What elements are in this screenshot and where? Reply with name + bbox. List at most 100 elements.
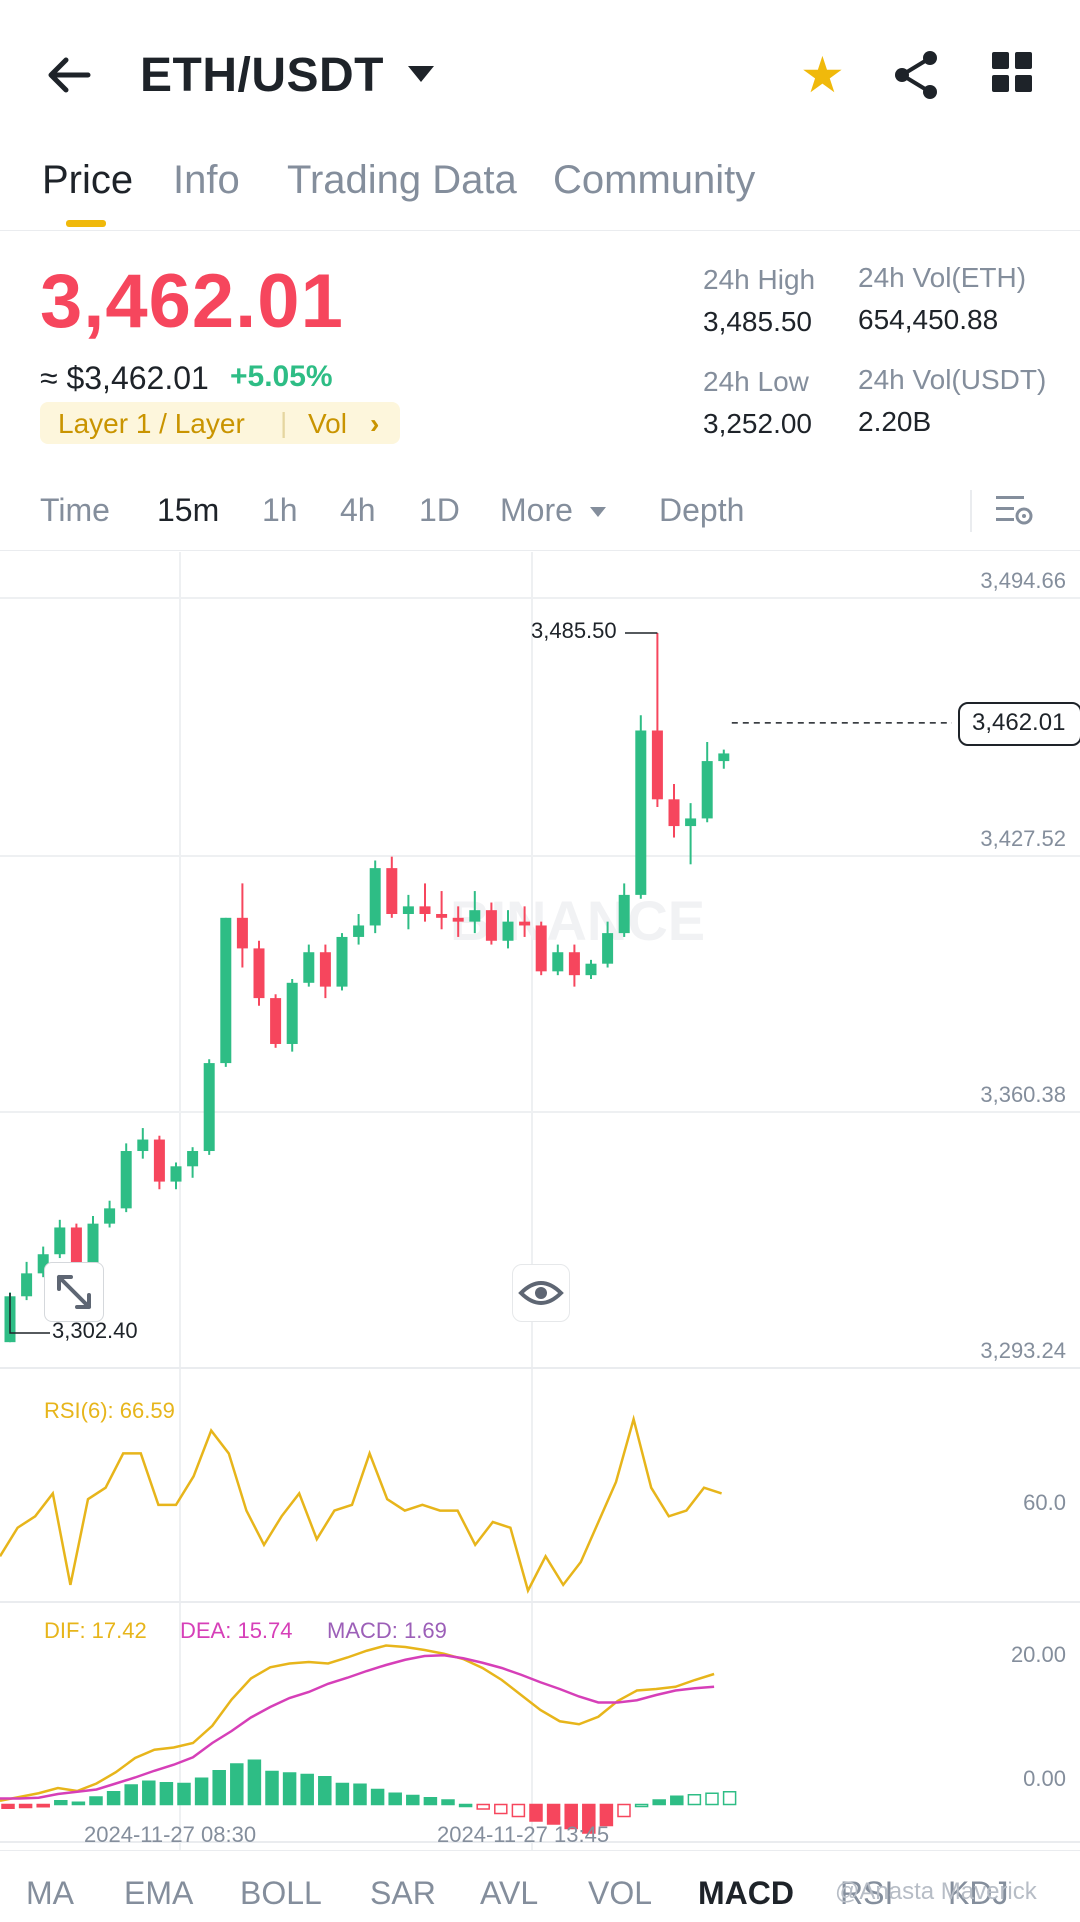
macd-histogram-bar [1,1803,15,1809]
macd-histogram-bar [722,1791,737,1806]
candle-body [602,933,614,964]
rsi-y-tick: 60.0 [1023,1490,1066,1515]
high-label: 24h High [703,264,816,295]
macd-histogram-bar [564,1803,578,1830]
divider [970,490,972,532]
indicator-kdj[interactable]: KDJ [948,1875,1009,1911]
low-marker-line [9,1292,50,1334]
indicator-rsi[interactable]: RSI [840,1875,894,1911]
indicator-ema[interactable]: EMA [124,1875,194,1911]
macd-histogram-bar [406,1794,420,1806]
macd-histogram-bar [511,1803,526,1818]
interval-15m[interactable]: 15m [157,492,220,528]
candle-body [236,917,248,949]
macd-histogram-bar [159,1782,174,1806]
macd-histogram-bar [458,1803,473,1808]
macd-histogram-bar [370,1788,385,1806]
candle-body [519,921,531,926]
macd-histogram-bar [124,1784,138,1806]
candle-body [170,1166,182,1182]
macd-histogram-bar [177,1782,191,1806]
candle-body [303,952,315,983]
tab-community[interactable]: Community [553,158,756,202]
depth-tab[interactable]: Depth [659,492,745,528]
macd-histogram-bar [247,1759,262,1806]
vol-eth-label: 24h Vol(ETH) [858,262,1027,293]
last-price: 3,462.01 [40,259,344,344]
macd-histogram-bar [54,1800,68,1806]
macd-histogram-bar [89,1796,103,1806]
eye-icon [518,1281,564,1305]
interval-4h[interactable]: 4h [340,492,376,528]
indicator-vol[interactable]: VOL [588,1875,653,1911]
share-icon[interactable] [890,48,944,102]
macd-histogram-bar [388,1792,402,1806]
low-value: 3,252.00 [703,408,812,439]
caret-down-icon[interactable] [408,66,434,82]
candle-body [568,952,580,976]
macd-histogram-bar [529,1803,543,1822]
indicator-sar[interactable]: SAR [370,1875,436,1911]
price-chart[interactable]: BINANCE [0,552,1080,1850]
candle-body [153,1139,165,1182]
indicator-ma[interactable]: MA [26,1875,74,1911]
pair-selector[interactable]: ETH/USDT [140,49,384,102]
vol-usdt-label: 24h Vol(USDT) [858,364,1047,395]
grid-icon[interactable] [990,50,1034,94]
macd-histogram-bar [335,1782,350,1806]
macd-histogram-bar [546,1803,561,1825]
indicator-macd[interactable]: MACD [698,1875,794,1911]
low-marker-label: 3,302.40 [52,1318,138,1343]
candle-body [120,1151,132,1209]
interval-more[interactable]: More [500,492,573,528]
candle-body [635,730,647,895]
candle-body [585,963,597,976]
tab-info[interactable]: Info [173,158,240,202]
interval-1h[interactable]: 1h [262,492,298,528]
macd-histogram-bar [71,1801,86,1806]
tab-price[interactable]: Price [42,158,134,202]
macd-histogram-bar [318,1776,332,1806]
interval-time[interactable]: Time [40,492,110,528]
active-tab-indicator [66,220,106,227]
category-tag-label: Layer 1 / Layer [58,408,245,439]
rsi-label: RSI(6): 66.59 [44,1398,175,1423]
candle-body [203,1063,215,1152]
tab-trading-data[interactable]: Trading Data [287,158,517,202]
macd-histogram-bar [142,1780,156,1806]
candle-body [319,952,331,987]
macd-histogram-bar [18,1803,33,1809]
candle-body [286,982,298,1044]
indicator-boll[interactable]: BOLL [240,1875,322,1911]
candle-body [402,906,414,914]
tag-separator: | [280,407,288,438]
macd-histogram-bar [423,1797,438,1806]
candle-body [386,868,398,914]
caret-down-icon[interactable] [590,507,606,517]
price-change-percent: +5.05% [230,360,333,393]
candle-body [54,1227,66,1255]
chart-settings-icon[interactable] [994,490,1034,532]
macd-histogram-bar [265,1770,279,1806]
toggle-indicators-button[interactable] [512,1264,570,1322]
candle-body [452,917,464,922]
category-tag[interactable]: Layer 1 / Layer | Vol › [40,402,400,444]
macd-histogram-bar [476,1803,490,1810]
expand-icon [57,1275,91,1309]
indicator-bar: MA EMA BOLL SAR AVL VOL MACD RSI KDJ [0,1850,1080,1922]
candle-body [220,917,232,1064]
macd-histogram-bar [441,1799,455,1806]
macd-histogram-bar [599,1803,614,1827]
macd-histogram-bar [194,1777,209,1806]
candle-body [37,1254,49,1274]
chevron-right-icon: › [370,408,380,439]
star-icon[interactable]: ★ [800,47,845,103]
expand-chart-button[interactable] [44,1262,104,1322]
indicator-avl[interactable]: AVL [480,1875,539,1911]
x-tick-label: 2024-11-27 13:45 [437,1822,610,1847]
candle-body [336,936,348,987]
interval-1d[interactable]: 1D [419,492,460,528]
back-arrow-icon[interactable] [40,45,100,105]
macd-histogram-bar [652,1799,666,1806]
candle-body [369,868,381,926]
